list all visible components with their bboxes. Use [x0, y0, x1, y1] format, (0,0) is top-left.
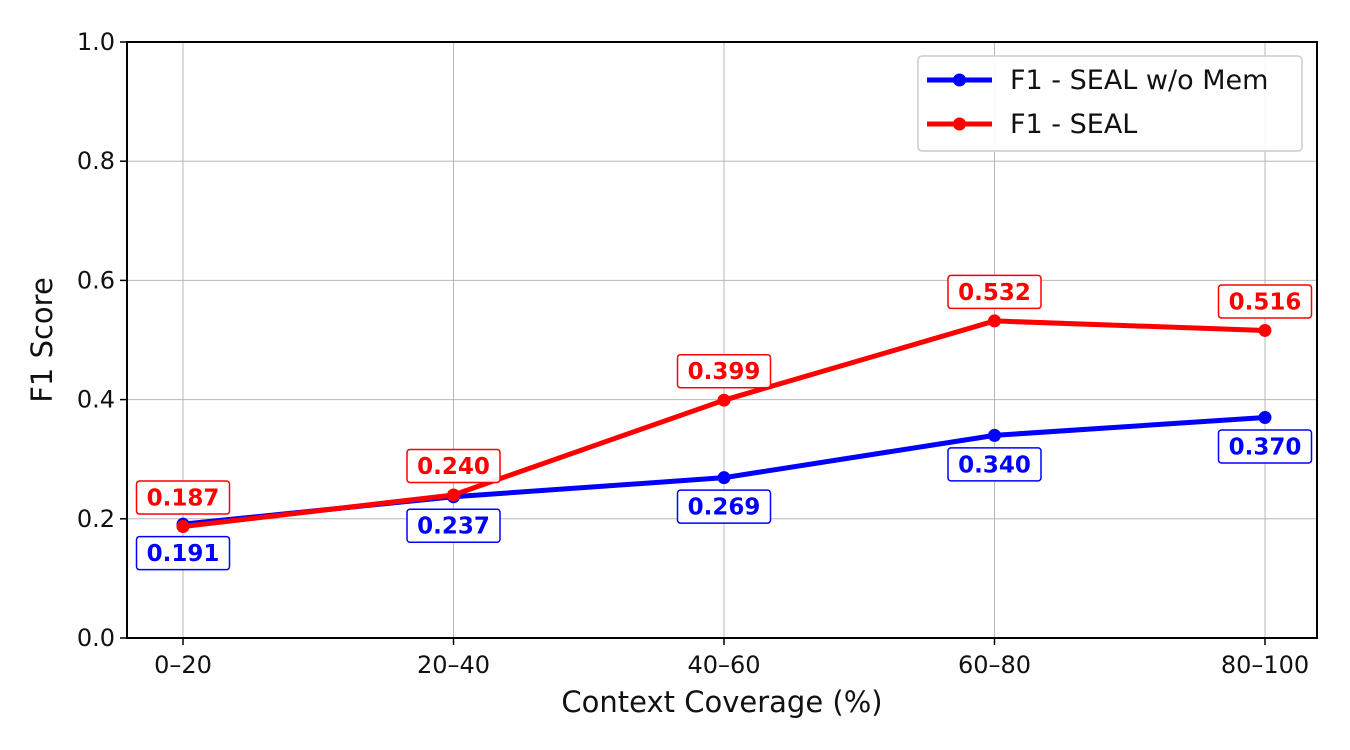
x-tick-label: 60–80 [958, 651, 1031, 679]
data-point [717, 393, 731, 407]
x-tick-label: 40–60 [687, 651, 760, 679]
data-labels-layer: 0.191 0.237 0.269 0.340 0.370 0.187 0.240 0.399… [135, 274, 1313, 571]
legend-entry: F1 - SEAL [1010, 109, 1137, 140]
x-tick-label: 0–20 [154, 651, 212, 679]
data-label: 0.240 [406, 448, 501, 484]
data-label-text: 0.269 [688, 495, 761, 521]
data-label-box [676, 353, 772, 389]
data-label-box [947, 274, 1042, 310]
data-label: 0.340 [947, 447, 1042, 482]
plot-frame [126, 41, 1318, 639]
data-label-text: 0.240 [417, 454, 490, 480]
data-label-box [135, 480, 231, 515]
data-label: 0.191 [135, 535, 231, 571]
x-axis-title: Context Coverage (%) [561, 685, 882, 719]
y-tick-label: 0.4 [77, 386, 115, 414]
data-point [176, 520, 190, 534]
legend-swatch-marker [953, 73, 966, 87]
x-axis-ticks: 0–20 20–40 40–60 60–80 80–100 [154, 638, 1309, 679]
data-label-text: 0.191 [147, 541, 220, 567]
data-label: 0.269 [676, 489, 772, 524]
y-axis-ticks: 0.0 0.2 0.4 0.6 0.8 1.0 [77, 28, 127, 652]
legend: F1 - SEAL w/o Mem F1 - SEAL [917, 55, 1303, 152]
x-tick-label: 20–40 [417, 651, 490, 679]
data-point [1258, 323, 1272, 337]
data-label-text: 0.370 [1229, 434, 1302, 460]
data-label: 0.516 [1217, 284, 1313, 319]
data-label-box [135, 535, 231, 571]
data-point [988, 428, 1001, 442]
y-tick-label: 0.8 [77, 147, 115, 175]
y-tick-label: 0.2 [77, 505, 115, 533]
data-label-text: 0.237 [417, 514, 490, 540]
series-1 [176, 314, 1272, 534]
data-label-box [406, 448, 501, 484]
data-label: 0.532 [947, 274, 1042, 310]
data-label-text: 0.340 [958, 452, 1031, 478]
legend-swatch-marker [953, 117, 966, 131]
data-point [988, 314, 1001, 328]
legend-entry: F1 - SEAL w/o Mem [1010, 65, 1268, 96]
data-point [447, 488, 460, 502]
data-label-text: 0.532 [958, 280, 1031, 306]
legend-box [917, 55, 1303, 152]
data-label-box [1217, 429, 1313, 464]
data-point [717, 471, 731, 485]
data-point [1258, 410, 1272, 424]
data-label-text: 0.399 [688, 359, 761, 385]
data-label-box [947, 447, 1042, 482]
data-label-box [406, 508, 501, 543]
y-tick-label: 0.0 [77, 624, 115, 652]
y-axis-title: F1 Score [25, 277, 59, 403]
data-label-box [1217, 284, 1313, 319]
data-label: 0.399 [676, 353, 772, 389]
y-tick-label: 0.6 [77, 266, 115, 294]
series-layer [176, 314, 1272, 534]
data-label: 0.237 [406, 508, 501, 543]
data-label-box [676, 489, 772, 524]
data-label-text: 0.516 [1229, 289, 1302, 315]
x-tick-label: 80–100 [1221, 651, 1309, 679]
data-label: 0.370 [1217, 429, 1313, 464]
data-label-text: 0.187 [147, 486, 220, 512]
data-label: 0.187 [135, 480, 231, 515]
y-tick-label: 1.0 [77, 28, 115, 56]
